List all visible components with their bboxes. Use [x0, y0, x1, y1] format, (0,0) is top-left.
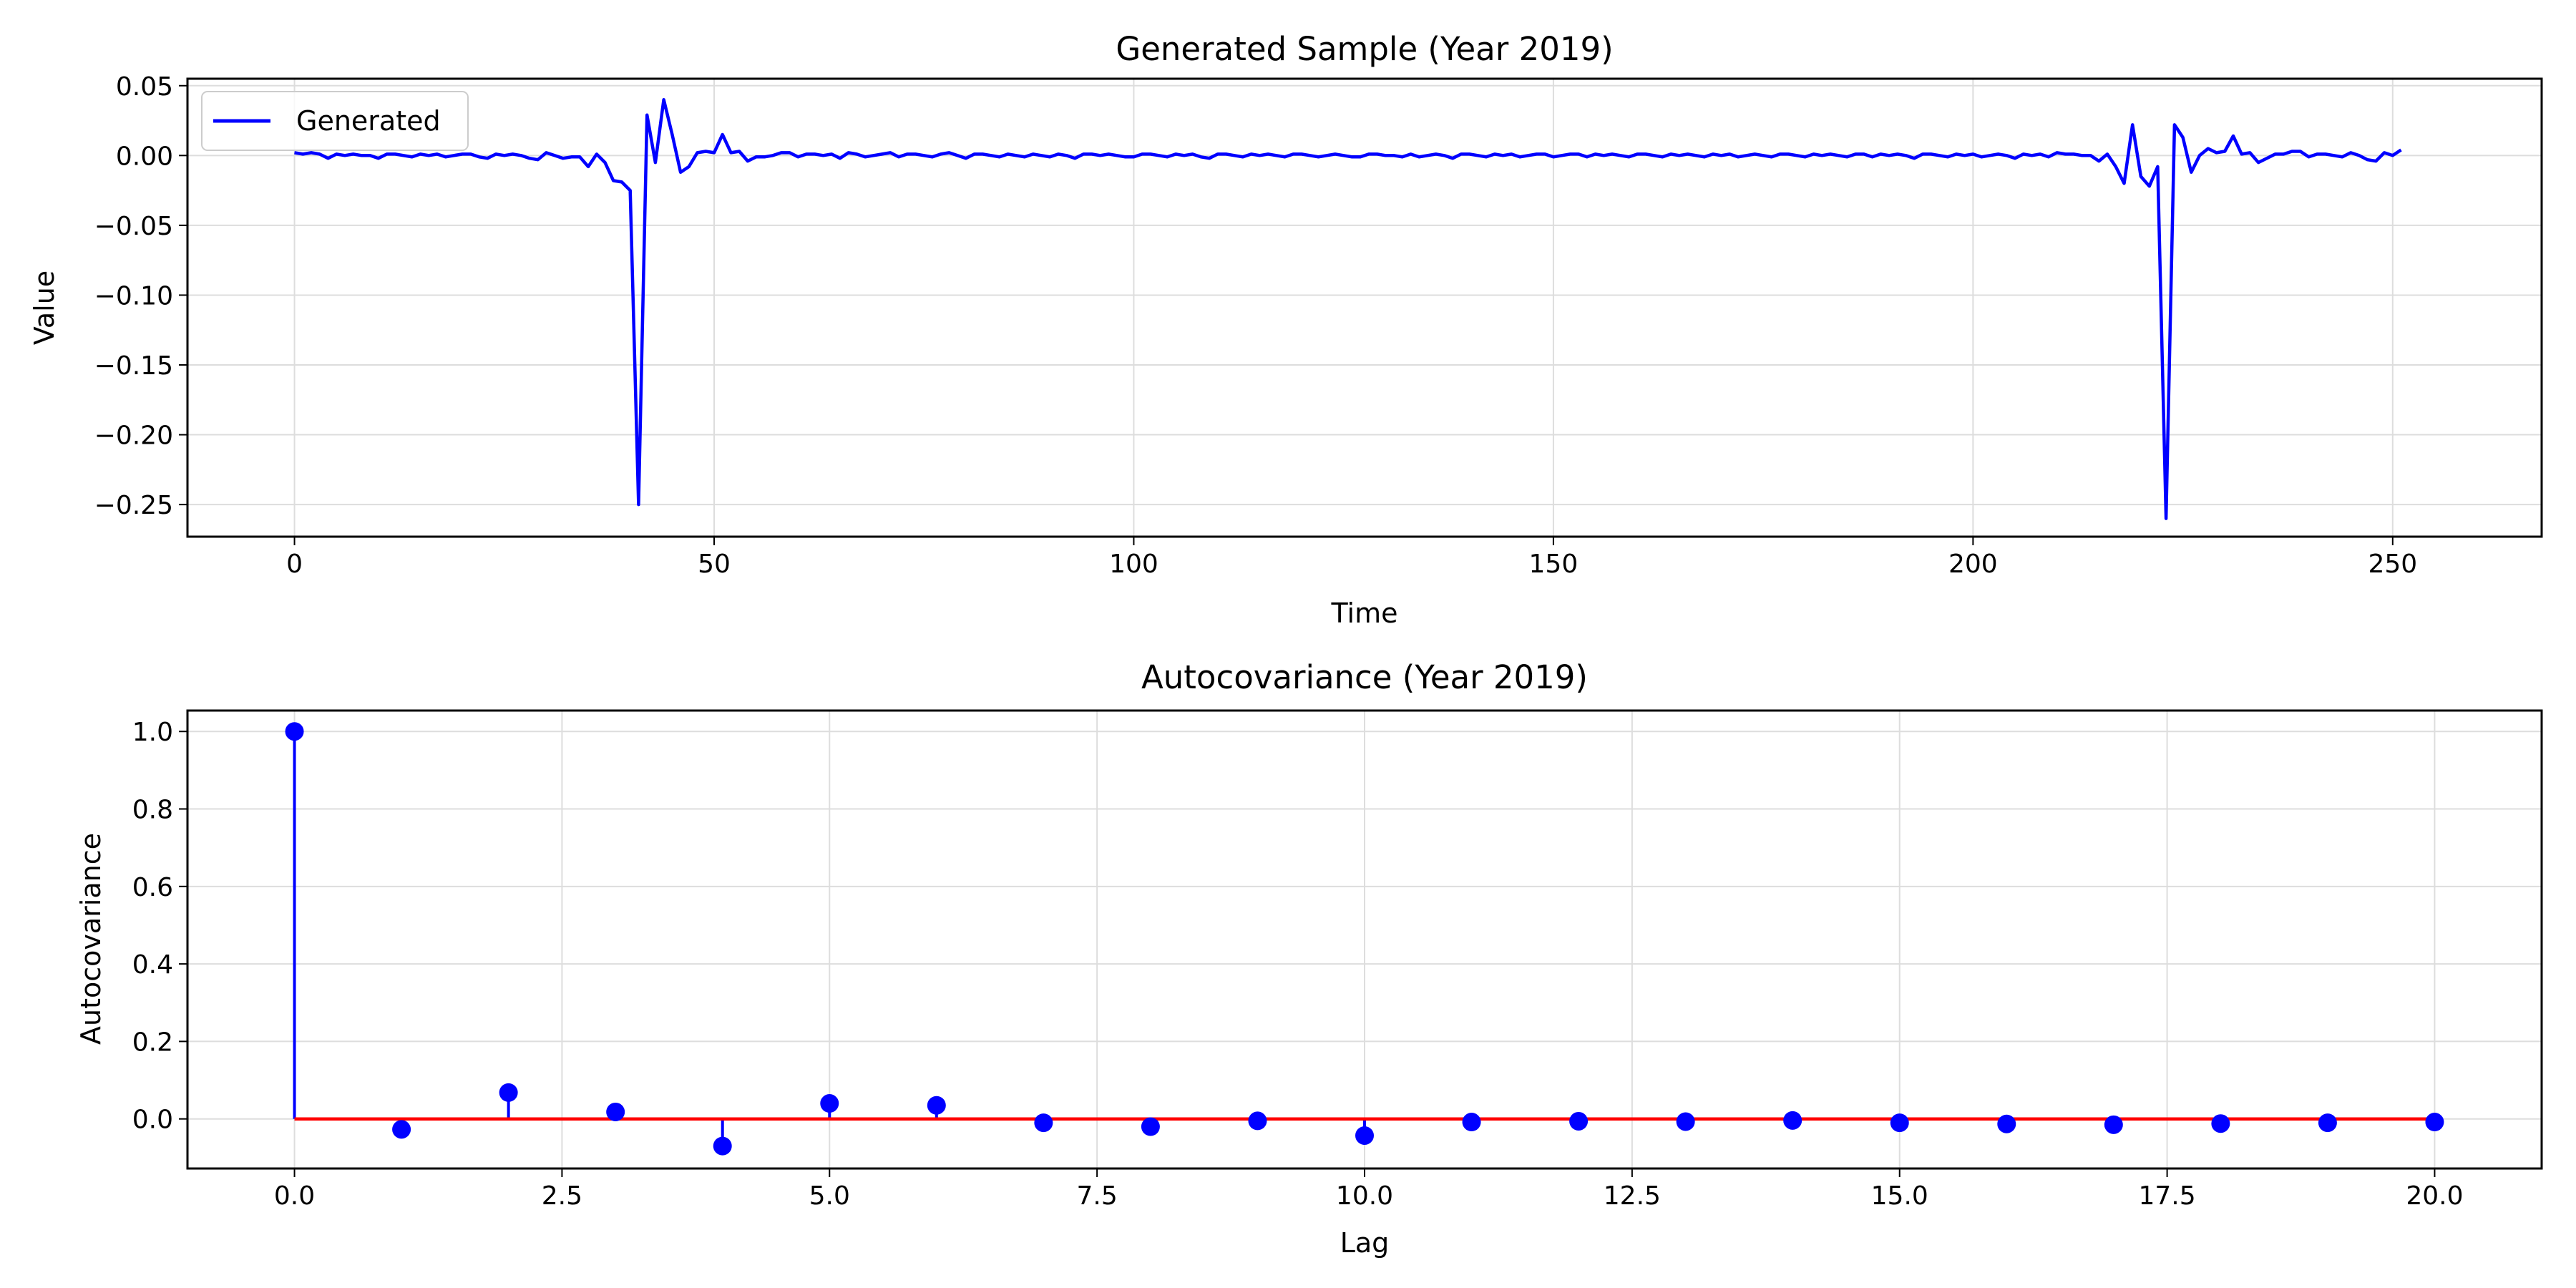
x-tick-label: 150 — [1529, 550, 1579, 579]
stem-marker — [2318, 1113, 2337, 1133]
legend-entry-generated: Generated — [296, 105, 441, 137]
x-tick-label: 0 — [286, 550, 303, 579]
x-tick-label: 50 — [698, 550, 731, 579]
x-tick-label: 7.5 — [1077, 1181, 1118, 1211]
x-tick-label: 12.5 — [1604, 1181, 1661, 1211]
y-tick-label: 0.2 — [132, 1028, 173, 1057]
x-tick-label: 17.5 — [2139, 1181, 2196, 1211]
stem-marker — [285, 722, 304, 741]
y-tick-label: 0.4 — [132, 950, 173, 980]
axes-frame — [186, 709, 2543, 1170]
stem-marker — [1890, 1113, 1909, 1133]
stem-marker — [1462, 1113, 1481, 1132]
plot-area — [285, 722, 2444, 1156]
y-tick-label: 1.0 — [132, 718, 173, 747]
x-tick-label: 200 — [1948, 550, 1998, 579]
y-axis-label: Value — [29, 270, 60, 345]
x-tick-label: 100 — [1109, 550, 1158, 579]
stem-marker — [499, 1083, 518, 1102]
x-tick-label: 2.5 — [542, 1181, 582, 1211]
stem-marker — [1676, 1112, 1695, 1131]
axis-ticks: 0 50 100 150 200 250 −0.25 −0.20 −0.15 −0.10 −0.05… — [94, 72, 2417, 579]
legend-box — [201, 91, 469, 151]
stem-marker — [2425, 1113, 2444, 1132]
x-axis-label: Time — [1331, 597, 1398, 629]
y-tick-label: −0.05 — [94, 212, 173, 241]
x-axis-label: Lag — [1340, 1227, 1390, 1259]
y-tick-label: 0.0 — [132, 1106, 173, 1135]
autocovariance-panel: Autocovariance (Year 2019) Lag Autocovar… — [75, 658, 2543, 1259]
x-tick-label: 5.0 — [809, 1181, 850, 1211]
plot-area — [294, 98, 2402, 520]
x-tick-label: 20.0 — [2406, 1181, 2463, 1211]
series-line-generated — [294, 98, 2402, 520]
stem-marker — [1569, 1111, 1589, 1131]
y-tick-label: −0.25 — [94, 491, 173, 520]
stem-marker — [1997, 1114, 2016, 1133]
stem-marker — [820, 1094, 839, 1113]
chart-title: Autocovariance (Year 2019) — [1141, 658, 1588, 696]
x-tick-label: 0.0 — [274, 1181, 315, 1211]
axes-frame — [186, 77, 2543, 538]
stem-marker — [606, 1102, 625, 1121]
stem-marker — [1034, 1113, 1053, 1133]
stem-marker — [2104, 1115, 2123, 1134]
y-axis-label: Autocovariance — [75, 833, 107, 1045]
legend: Generated — [201, 91, 469, 151]
generated-sample-panel: Generated Sample (Year 2019) Time Value … — [29, 30, 2543, 629]
stem-marker — [1783, 1111, 1802, 1130]
axis-ticks: 0.0 2.5 5.0 7.5 10.0 12.5 15.0 17.5 20.0 0.0 0.2 0.… — [132, 718, 2464, 1211]
y-tick-label: 0.00 — [116, 142, 173, 171]
stem-marker — [392, 1120, 411, 1139]
y-tick-label: 0.05 — [116, 72, 173, 102]
stem-marker — [1248, 1111, 1267, 1131]
y-tick-label: −0.20 — [94, 421, 173, 451]
stem-marker — [927, 1096, 946, 1115]
stem-marker — [713, 1136, 732, 1156]
y-tick-label: −0.10 — [94, 281, 173, 311]
x-tick-label: 250 — [2368, 550, 2417, 579]
y-tick-label: −0.15 — [94, 351, 173, 381]
y-tick-label: 0.8 — [132, 796, 173, 825]
stem-marker — [1141, 1117, 1160, 1136]
x-tick-label: 15.0 — [1871, 1181, 1928, 1211]
stem-marker — [1355, 1126, 1374, 1145]
y-tick-label: 0.6 — [132, 873, 173, 902]
stem-marker — [2211, 1114, 2230, 1133]
chart-title: Generated Sample (Year 2019) — [1116, 30, 1613, 68]
x-tick-label: 10.0 — [1336, 1181, 1393, 1211]
